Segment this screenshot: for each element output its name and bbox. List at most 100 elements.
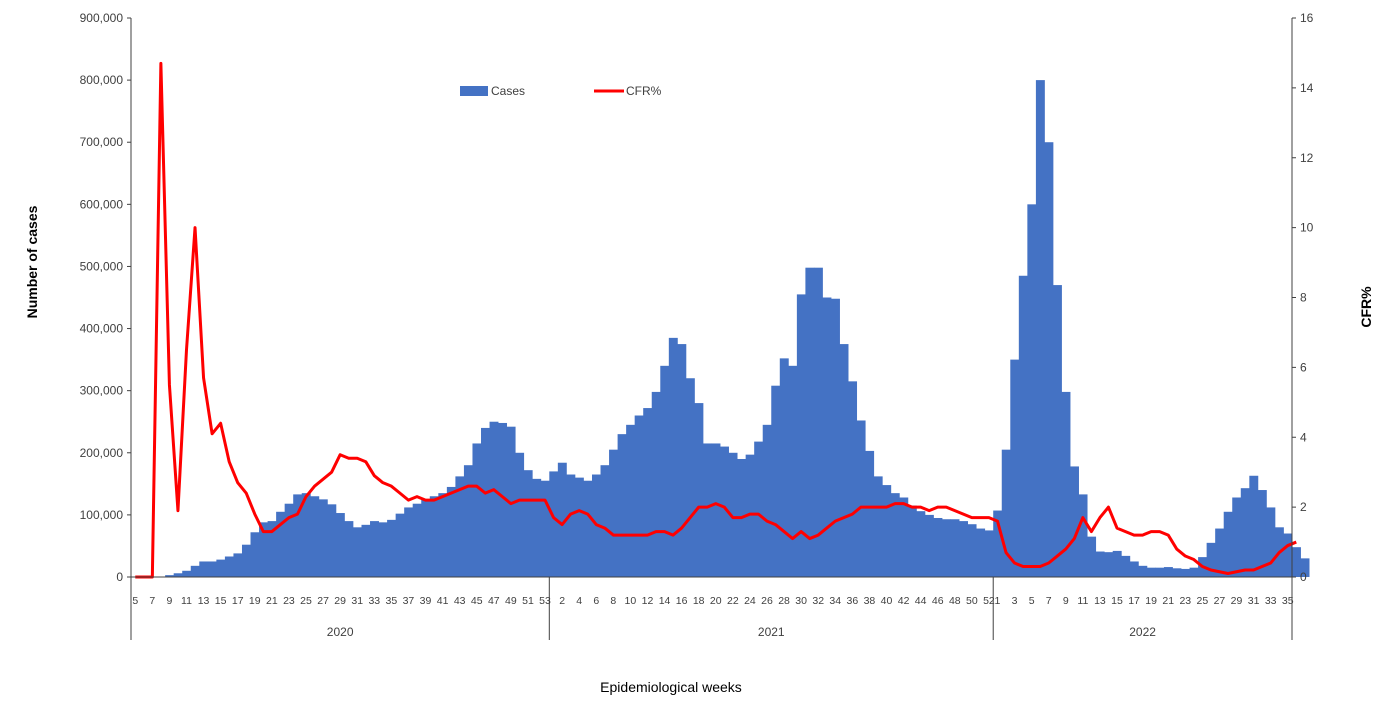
week-tick-label: 38: [864, 595, 876, 607]
cases-bar: [207, 561, 217, 577]
cases-bar: [1172, 568, 1182, 577]
week-tick-label: 1: [995, 595, 1001, 607]
cases-bar: [532, 478, 542, 577]
cases-bar: [335, 513, 345, 577]
cases-bar: [1027, 204, 1037, 577]
cases-bar: [600, 465, 610, 577]
cases-bar: [438, 493, 448, 577]
right-tick-label: 2: [1300, 500, 1307, 514]
cases-bar: [1104, 552, 1114, 577]
cases-bar: [190, 565, 200, 577]
cases-bar: [165, 575, 175, 577]
week-tick-label: 7: [149, 595, 155, 607]
week-tick-label: 11: [181, 595, 192, 607]
left-tick-label: 200,000: [80, 446, 124, 460]
cases-bar: [216, 559, 226, 577]
left-tick-label: 0: [116, 570, 123, 584]
left-axis-title: Number of cases: [24, 205, 40, 318]
cases-bar: [1112, 550, 1122, 577]
legend-cases-label: Cases: [491, 84, 525, 98]
cases-bar: [899, 497, 909, 577]
week-tick-label: 45: [471, 595, 483, 607]
cases-bar: [182, 570, 192, 577]
week-tick-label: 18: [693, 595, 705, 607]
week-tick-label: 13: [1094, 595, 1106, 607]
cases-bar: [498, 422, 508, 577]
cases-bar: [472, 443, 482, 577]
cases-bar: [370, 521, 379, 577]
cases-bar: [1249, 475, 1259, 577]
cases-bar: [1138, 565, 1148, 577]
cases-bar: [481, 427, 490, 577]
week-tick-label: 4: [576, 595, 582, 607]
week-tick-label: 3: [1012, 595, 1018, 607]
week-tick-label: 25: [1197, 595, 1209, 607]
right-tick-label: 0: [1300, 570, 1307, 584]
cases-bar: [284, 503, 294, 577]
cases-bar: [1052, 285, 1062, 577]
cases-bar: [626, 424, 636, 577]
week-tick-label: 21: [266, 595, 278, 607]
week-tick-label: 14: [659, 595, 671, 607]
cases-bar: [728, 452, 738, 577]
cases-bar: [446, 486, 456, 577]
cases-bar: [404, 507, 414, 577]
left-tick-label: 900,000: [80, 11, 124, 25]
cases-bar: [933, 517, 943, 577]
week-tick-label: 6: [593, 595, 599, 607]
x-week-ticks: 5 7 9 11 13 15 17 19 21 23 25 27 29 31 33 35 37 39 41 43 45 4…: [132, 595, 1293, 607]
week-tick-label: 42: [898, 595, 910, 607]
left-tick-label: 500,000: [80, 259, 124, 273]
cases-bar: [293, 494, 303, 577]
week-tick-label: 33: [1265, 595, 1277, 607]
week-tick-label: 9: [166, 595, 172, 607]
year-label: 2021: [758, 625, 785, 639]
cases-bar: [387, 519, 397, 577]
cases-bar: [813, 267, 823, 577]
legend-cfr-label: CFR%: [626, 84, 662, 98]
cases-bar: [745, 454, 755, 577]
week-tick-label: 51: [522, 595, 534, 607]
week-tick-label: 35: [386, 595, 398, 607]
cases-bar: [574, 477, 584, 577]
week-tick-label: 30: [795, 595, 807, 607]
cases-bar: [1240, 488, 1250, 577]
right-tick-label: 14: [1300, 81, 1314, 95]
week-tick-label: 23: [283, 595, 295, 607]
cases-bar: [463, 465, 473, 577]
cases-bar: [557, 462, 567, 577]
cases-bar: [344, 521, 354, 577]
cases-bars: [165, 80, 1310, 578]
right-tick-label: 6: [1300, 360, 1307, 374]
cases-bar: [1018, 275, 1028, 577]
cases-bar: [1129, 561, 1139, 577]
week-tick-label: 17: [1128, 595, 1140, 607]
cases-bar: [941, 519, 951, 577]
cases-bar: [1078, 494, 1088, 577]
cases-bar: [1044, 142, 1054, 577]
cases-bar: [1223, 511, 1233, 577]
cases-bar: [455, 476, 465, 577]
week-tick-label: 20: [710, 595, 722, 607]
cases-bar: [1146, 567, 1156, 577]
cases-bar: [660, 365, 670, 577]
cases-bar: [1155, 567, 1165, 577]
cases-bar: [617, 434, 627, 577]
left-tick-label: 600,000: [80, 197, 124, 211]
cases-bar: [1283, 533, 1293, 577]
cases-bar: [796, 294, 806, 577]
week-tick-label: 40: [881, 595, 893, 607]
week-tick-label: 31: [351, 595, 363, 607]
cases-bar: [651, 391, 661, 577]
cases-bar: [762, 424, 772, 577]
cases-bar: [566, 474, 576, 577]
right-tick-label: 8: [1300, 291, 1307, 305]
cases-bar: [583, 480, 593, 577]
legend-cases-swatch: [460, 86, 488, 96]
cases-bar: [959, 521, 969, 577]
left-tick-label: 400,000: [80, 322, 124, 336]
cases-bar: [771, 385, 781, 577]
cases-bar: [540, 480, 550, 577]
cases-bar: [259, 522, 268, 577]
week-tick-label: 28: [778, 595, 790, 607]
